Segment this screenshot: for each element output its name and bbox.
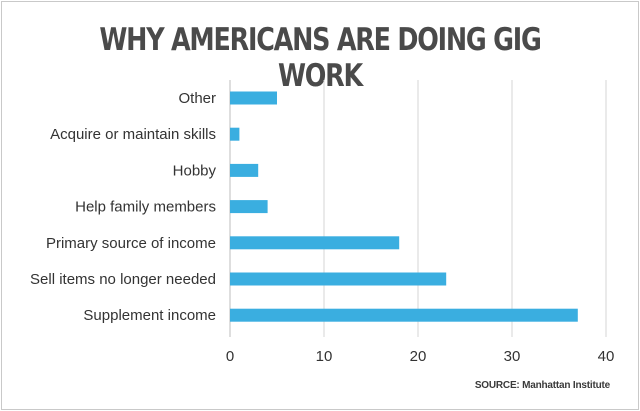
category-label: Primary source of income bbox=[46, 235, 216, 252]
bar bbox=[230, 91, 277, 105]
x-tick-label: 20 bbox=[410, 348, 427, 365]
bar bbox=[230, 272, 447, 286]
x-tick-label: 10 bbox=[316, 348, 333, 365]
x-tick-label: 0 bbox=[226, 348, 234, 365]
category-label: Other bbox=[178, 90, 216, 107]
category-label: Acquire or maintain skills bbox=[50, 126, 216, 143]
category-label: Sell items no longer needed bbox=[30, 271, 216, 288]
category-label: Hobby bbox=[173, 162, 217, 179]
bar bbox=[230, 308, 578, 322]
chart-title: WHY AMERICANS ARE DOING GIG WORK bbox=[99, 22, 542, 94]
bars bbox=[230, 91, 578, 322]
bar bbox=[230, 200, 268, 214]
x-tick-label: 30 bbox=[504, 348, 521, 365]
bar bbox=[230, 127, 240, 141]
source-note: SOURCE: Manhattan Institute bbox=[474, 380, 610, 391]
category-label: Supplement income bbox=[83, 307, 216, 324]
category-label: Help family members bbox=[75, 199, 216, 216]
x-tick-labels: 0 10 20 30 40 bbox=[226, 348, 615, 365]
x-tick-label: 40 bbox=[598, 348, 615, 365]
bar bbox=[230, 236, 400, 250]
category-labels: Other Acquire or maintain skills Hobby Help… bbox=[30, 90, 216, 324]
bar bbox=[230, 163, 259, 177]
grid-lines bbox=[229, 80, 607, 337]
